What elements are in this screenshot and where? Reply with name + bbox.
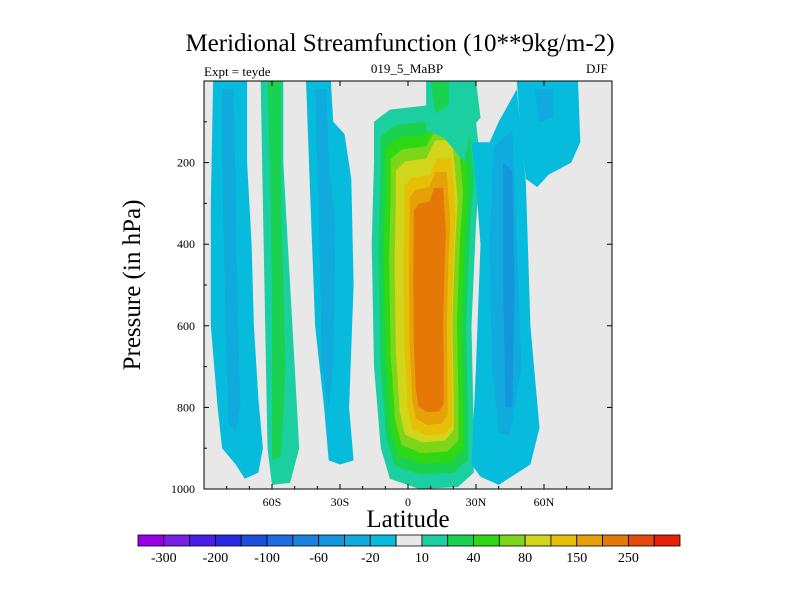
y-axis-label: Pressure (in hPa) (119, 200, 146, 371)
y-tick-label: 600 (177, 319, 195, 333)
contour-hadley-level-8 (413, 187, 446, 413)
x-tick-label: 0 (405, 495, 411, 509)
colorbar-label: 10 (415, 551, 429, 566)
colorbar-swatch (137, 534, 165, 547)
colorbar-swatch (627, 534, 655, 547)
y-tick-label: 200 (177, 156, 195, 170)
colorbar-swatch (215, 534, 242, 547)
colorbar-label: -20 (361, 551, 380, 566)
colorbar-swatch (292, 534, 320, 547)
x-tick-label: 60N (534, 495, 555, 509)
contour-nh-upper-outer (516, 81, 581, 188)
x-tick-label: 60S (263, 495, 282, 509)
colorbar-swatch (524, 534, 552, 547)
contour-sh-ferrel-core (267, 81, 286, 461)
colorbar-swatch (576, 534, 603, 547)
colorbar-swatch (498, 534, 526, 547)
x-axis-label: Latitude (366, 506, 449, 533)
y-axis: 200 400 600 800 1000 (171, 121, 612, 496)
colorbar-label: -100 (254, 551, 280, 566)
colorbar-swatch (318, 534, 345, 547)
colorbar-swatch (344, 534, 371, 547)
y-tick-label: 1000 (171, 482, 195, 496)
case-label: 019_5_MaBP (370, 61, 444, 76)
experiment-label: Expt = teyde (204, 64, 271, 79)
contour-sh-hadley-edge-core (315, 89, 336, 408)
colorbar-swatch (395, 534, 423, 547)
x-tick-label: 30N (466, 495, 487, 509)
chart-title: Meridional Streamfunction (10**9kg/m-2) (185, 30, 615, 57)
colorbar-swatch (653, 534, 681, 547)
colorbar-swatch (266, 534, 294, 547)
colorbar-label: 250 (618, 551, 639, 566)
colorbar-label: -300 (151, 551, 177, 566)
colorbar-swatch (189, 534, 216, 547)
colorbar-swatch (602, 534, 629, 547)
y-tick-label: 400 (177, 237, 195, 251)
contour-nh-return-core (503, 162, 515, 408)
contour-nh-upper-core (534, 89, 554, 122)
colorbar-label: 150 (566, 551, 587, 566)
colorbar-swatch (550, 534, 578, 547)
colorbar-label: 80 (518, 551, 532, 566)
colorbar-swatch (421, 534, 449, 547)
y-tick-label: 800 (177, 400, 195, 414)
colorbar-label: 40 (467, 551, 481, 566)
contour-hadley-top-core (430, 81, 449, 114)
contour-sh-subtropical-core (222, 89, 241, 432)
colorbar: -300 -200 -100 -60 -20 10 40 80 150 250 (137, 534, 681, 566)
colorbar-swatch (447, 534, 474, 547)
season-label: DJF (586, 61, 608, 76)
colorbar-swatch (240, 534, 268, 547)
colorbar-swatch (473, 534, 500, 547)
colorbar-swatch (369, 534, 397, 547)
colorbar-label: -60 (309, 551, 328, 566)
colorbar-swatch (163, 534, 191, 547)
colorbar-label: -200 (203, 551, 229, 566)
x-tick-label: 30S (331, 495, 350, 509)
x-axis: 60S 30S 0 30N 60N (226, 81, 590, 509)
contour-fields (210, 81, 581, 489)
